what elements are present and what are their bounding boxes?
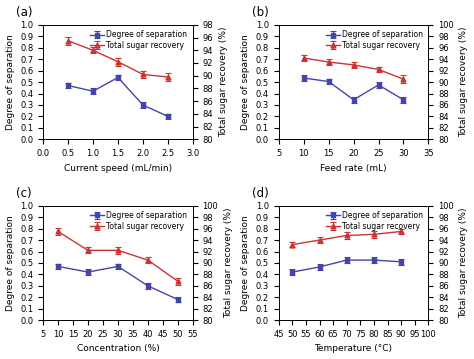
Y-axis label: Degree of separation: Degree of separation	[6, 215, 15, 311]
Legend: Degree of separation, Total sugar recovery: Degree of separation, Total sugar recove…	[325, 210, 425, 232]
Y-axis label: Total sugar recovery (%): Total sugar recovery (%)	[224, 208, 233, 318]
X-axis label: Feed rate (mL): Feed rate (mL)	[320, 164, 387, 173]
X-axis label: Temperature (°C): Temperature (°C)	[315, 344, 392, 354]
Y-axis label: Total sugar recovery (%): Total sugar recovery (%)	[459, 27, 468, 137]
Y-axis label: Degree of separation: Degree of separation	[6, 34, 15, 130]
Legend: Degree of separation, Total sugar recovery: Degree of separation, Total sugar recove…	[325, 29, 425, 51]
Y-axis label: Degree of separation: Degree of separation	[241, 215, 250, 311]
Legend: Degree of separation, Total sugar recovery: Degree of separation, Total sugar recove…	[89, 210, 189, 232]
X-axis label: Current speed (mL/min): Current speed (mL/min)	[64, 164, 172, 173]
Y-axis label: Total sugar recovery (%): Total sugar recovery (%)	[219, 27, 228, 137]
Y-axis label: Total sugar recovery (%): Total sugar recovery (%)	[459, 208, 468, 318]
Text: (b): (b)	[252, 6, 268, 19]
Text: (a): (a)	[16, 6, 33, 19]
Legend: Degree of separation, Total sugar recovery: Degree of separation, Total sugar recove…	[89, 29, 189, 51]
Y-axis label: Degree of separation: Degree of separation	[241, 34, 250, 130]
Text: (c): (c)	[16, 187, 32, 200]
Text: (d): (d)	[252, 187, 268, 200]
X-axis label: Concentration (%): Concentration (%)	[77, 344, 159, 354]
